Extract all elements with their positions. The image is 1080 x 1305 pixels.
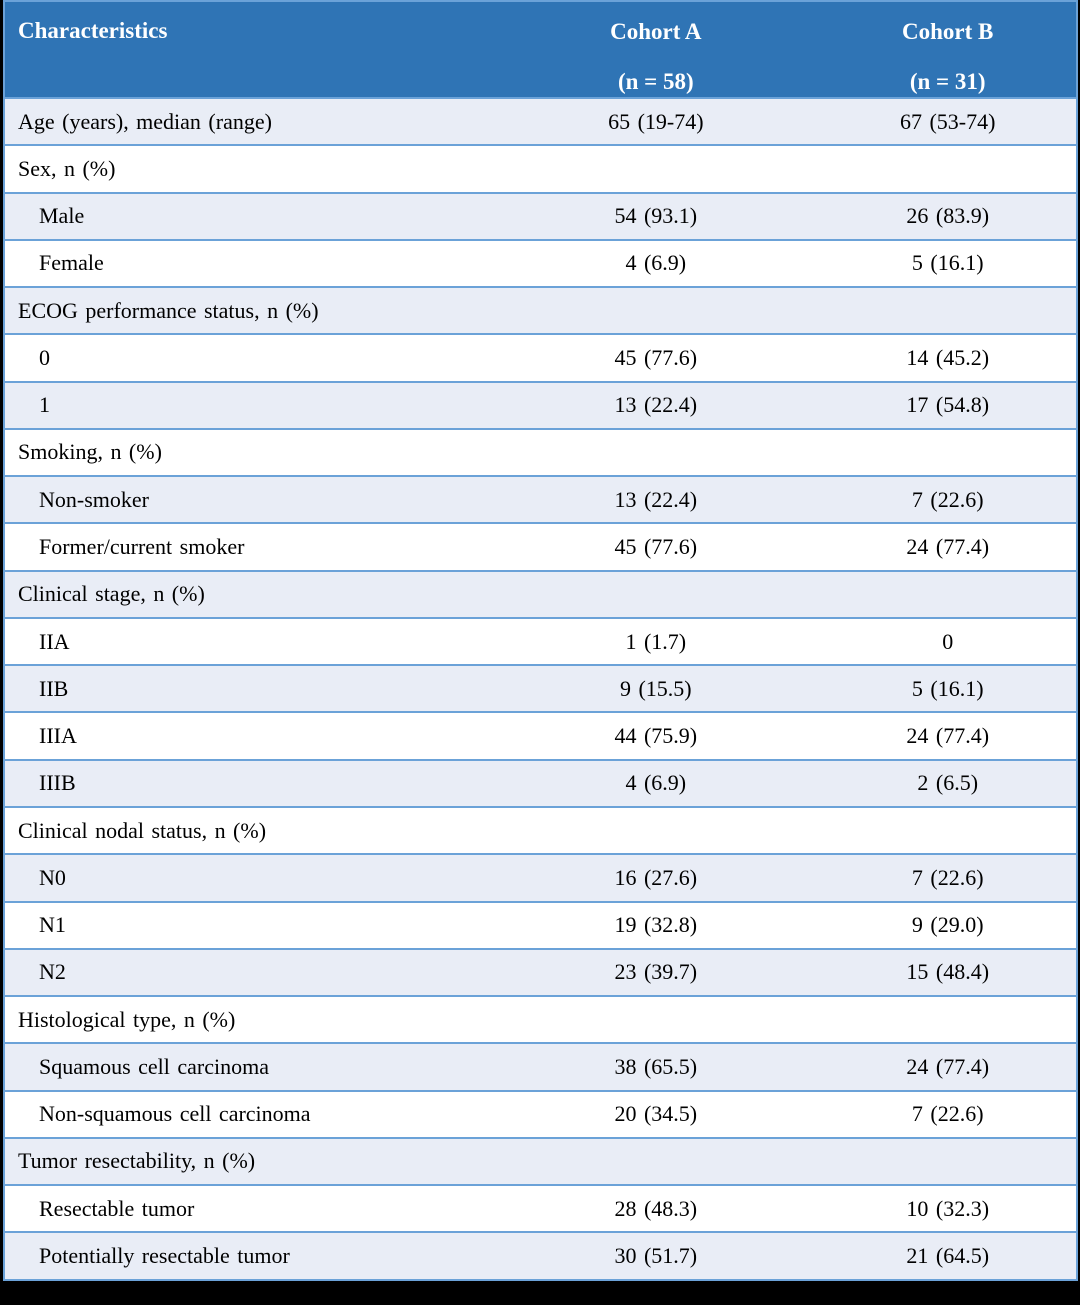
cohort-b-value: 10 (32.3) [819,1184,1078,1234]
header-cohort-b: Cohort B (n = 31) [819,0,1078,99]
table-row: N1 19 (32.8) 9 (29.0) [2,900,1078,950]
cohort-a-value: 19 (32.8) [492,900,820,950]
cohort-a-value: 13 (22.4) [492,475,820,525]
cohort-b-value: 24 (77.4) [819,522,1078,572]
row-label: Male [2,191,493,241]
row-label: IIA [2,616,493,667]
table-row: IIA 1 (1.7) 0 [2,616,1078,667]
cohort-a-value: 28 (48.3) [492,1184,820,1234]
header-row: Characteristics Cohort A (n = 58) Cohort… [2,0,1078,99]
row-label: 1 [2,380,493,430]
row-label: IIIA [2,711,493,761]
table-row: Resectable tumor 28 (48.3) 10 (32.3) [2,1184,1078,1234]
section-label: Clinical nodal status, n (%) [3,805,1078,856]
section-row: Smoking, n (%) [3,427,1078,478]
cohort-b-value: 5 (16.1) [819,238,1078,289]
table-row: N2 23 (39.7) 15 (48.4) [2,947,1078,998]
row-label: Non-squamous cell carcinoma [2,1089,493,1139]
cohort-a-name: Cohort A [610,19,702,44]
table-row: Non-smoker 13 (22.4) 7 (22.6) [2,475,1078,525]
cohort-a-value: 44 (75.9) [492,711,820,761]
row-label: N2 [2,947,493,998]
cohort-b-value: 15 (48.4) [819,947,1078,998]
table-row: 1 13 (22.4) 17 (54.8) [2,380,1078,430]
table-row: IIB 9 (15.5) 5 (16.1) [2,664,1078,714]
table-row: IIIA 44 (75.9) 24 (77.4) [2,711,1078,761]
row-label: Squamous cell carcinoma [2,1042,493,1092]
section-label: Sex, n (%) [3,144,1078,194]
cohort-a-value: 38 (65.5) [492,1042,820,1092]
cohort-b-value: 17 (54.8) [819,380,1078,430]
cohort-b-value: 5 (16.1) [819,664,1078,714]
table-row: IIIB 4 (6.9) 2 (6.5) [2,758,1078,808]
row-label: 0 [2,333,493,383]
row-label: N1 [2,900,493,950]
cohort-a-value: 1 (1.7) [492,616,820,667]
cohort-a-value: 13 (22.4) [492,380,820,430]
cohort-b-value: 24 (77.4) [819,711,1078,761]
section-row: Sex, n (%) [3,144,1078,194]
cohort-a-value: 45 (77.6) [492,333,820,383]
table-body: Age (years), median (range) 65 (19-74) 67 … [2,96,1078,1281]
section-row: Histological type, n (%) [3,995,1078,1045]
cohort-a-value: 9 (15.5) [492,664,820,714]
cohort-b-value: 7 (22.6) [819,1089,1078,1139]
row-label: Former/current smoker [2,522,493,572]
row-label: IIB [2,664,493,714]
cohort-a-value: 30 (51.7) [492,1231,820,1281]
section-row: Clinical nodal status, n (%) [3,805,1078,856]
section-row: ECOG performance status, n (%) [3,286,1078,336]
cohort-b-value: 24 (77.4) [819,1042,1078,1092]
cohort-a-value: 20 (34.5) [492,1089,820,1139]
row-label: Resectable tumor [2,1184,493,1234]
characteristics-table: Characteristics Cohort A (n = 58) Cohort… [2,0,1078,1281]
section-label: Smoking, n (%) [3,427,1078,478]
table-row: Former/current smoker 45 (77.6) 24 (77.4) [2,522,1078,572]
cohort-b-name: Cohort B [902,19,994,44]
table-row: Squamous cell carcinoma 38 (65.5) 24 (77.4… [2,1042,1078,1092]
section-label: Histological type, n (%) [3,995,1078,1045]
cohort-a-n: (n = 58) [617,69,694,94]
table-row: N0 16 (27.6) 7 (22.6) [2,853,1078,903]
cohort-a-value: 16 (27.6) [492,853,820,903]
cohort-b-value: 9 (29.0) [819,900,1078,950]
table-row: Female 4 (6.9) 5 (16.1) [2,238,1078,289]
cohort-b-value: 7 (22.6) [819,853,1078,903]
cohort-a-value: 45 (77.6) [492,522,820,572]
cohort-b-n: (n = 31) [909,69,986,94]
cohort-b-value: 7 (22.6) [819,475,1078,525]
section-label: ECOG performance status, n (%) [3,286,1078,336]
row-label: Potentially resectable tumor [2,1231,493,1281]
section-label: Tumor resectability, n (%) [3,1136,1078,1187]
row-label: Non-smoker [2,475,493,525]
table-row: Male 54 (93.1) 26 (83.9) [2,191,1078,241]
cohort-b-value: 21 (64.5) [819,1231,1078,1281]
row-label: Age (years), median (range) [2,96,493,147]
section-row: Tumor resectability, n (%) [3,1136,1078,1187]
cohort-a-value: 23 (39.7) [492,947,820,998]
cohort-b-value: 2 (6.5) [819,758,1078,808]
table-row: Age (years), median (range) 65 (19-74) 67 … [2,96,1078,147]
cohort-a-value: 65 (19-74) [492,96,820,147]
cohort-b-value: 67 (53-74) [819,96,1078,147]
cohort-b-value: 26 (83.9) [819,191,1078,241]
header-characteristics: Characteristics [2,0,493,99]
row-label: Female [2,238,493,289]
table-row: 0 45 (77.6) 14 (45.2) [2,333,1078,383]
cohort-b-value: 0 [819,616,1078,667]
row-label: IIIB [2,758,493,808]
cohort-a-value: 4 (6.9) [492,758,820,808]
cohort-a-value: 4 (6.9) [492,238,820,289]
section-row: Clinical stage, n (%) [3,569,1078,619]
table-row: Potentially resectable tumor 30 (51.7) 21 … [2,1231,1078,1281]
row-label: N0 [2,853,493,903]
cohort-a-value: 54 (93.1) [492,191,820,241]
section-label: Clinical stage, n (%) [3,569,1078,619]
table-row: Non-squamous cell carcinoma 20 (34.5) 7 (2… [2,1089,1078,1139]
header-cohort-a: Cohort A (n = 58) [492,0,820,99]
cohort-b-value: 14 (45.2) [819,333,1078,383]
